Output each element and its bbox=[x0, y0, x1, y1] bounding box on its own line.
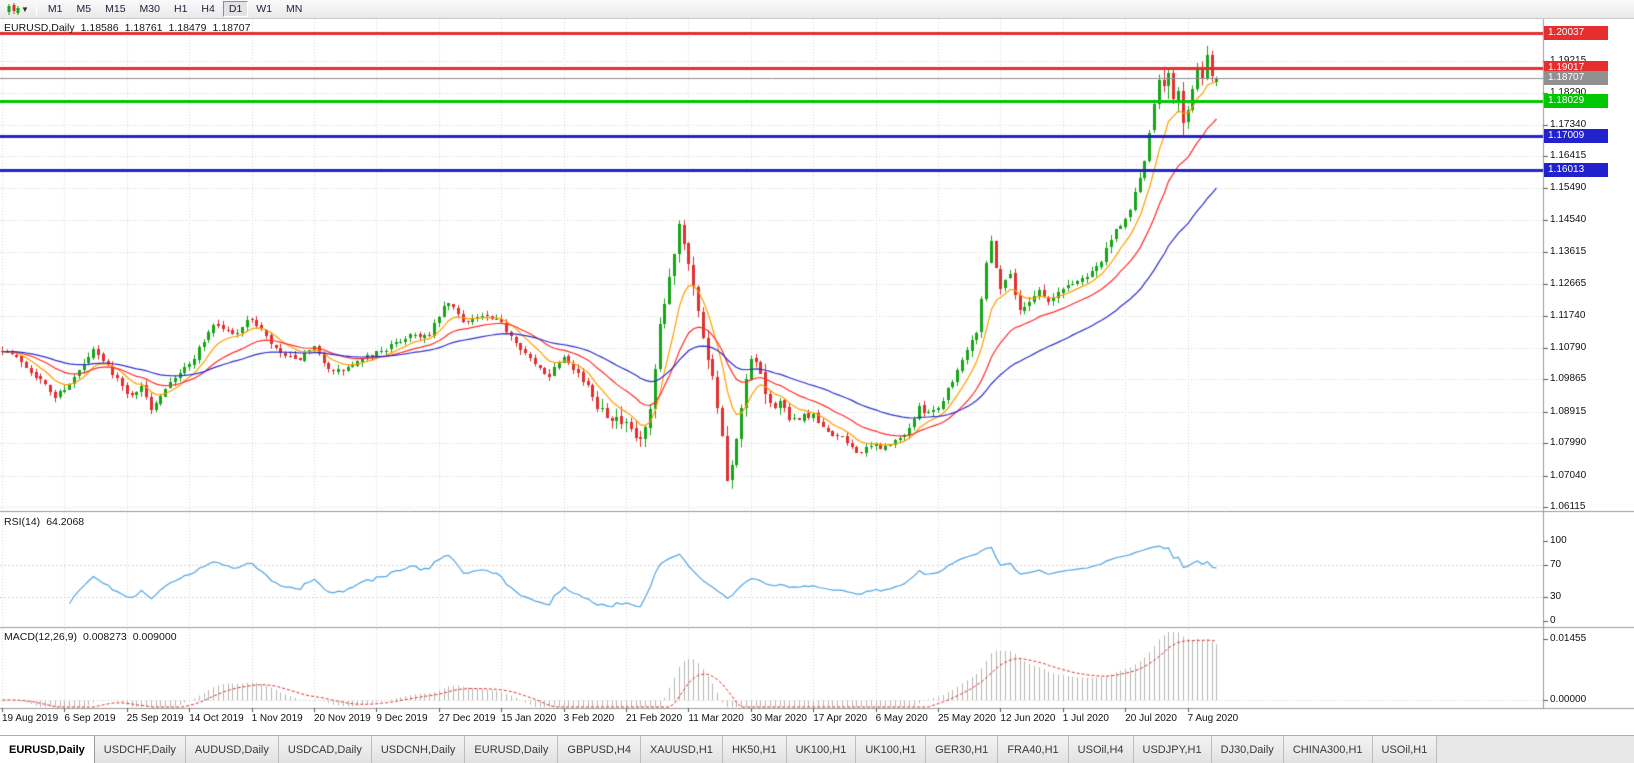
tf-button-mn[interactable]: MN bbox=[286, 3, 303, 15]
tf-button-h4[interactable]: H4 bbox=[201, 3, 215, 15]
chart-window: EURUSD,Daily 1.18586 1.18761 1.18479 1.1… bbox=[0, 19, 1634, 735]
tab-ger30-h1[interactable]: GER30,H1 bbox=[926, 736, 999, 763]
tab-audusd-daily[interactable]: AUDUSD,Daily bbox=[185, 736, 279, 763]
tab-china300-h1[interactable]: CHINA300,H1 bbox=[1283, 736, 1373, 763]
timeframe-toolbar: ▼ M1 M5 M15 M30 H1 H4 D1 W1 MN bbox=[0, 0, 1634, 19]
tab-usdcad-daily[interactable]: USDCAD,Daily bbox=[278, 736, 372, 763]
candlestick-chart-icon bbox=[7, 2, 20, 15]
tab-usdjpy-h1[interactable]: USDJPY,H1 bbox=[1133, 736, 1212, 763]
toolbar-separator bbox=[35, 2, 37, 16]
tab-uk100-h1[interactable]: UK100,H1 bbox=[786, 736, 857, 763]
tab-xauusd-h1[interactable]: XAUUSD,H1 bbox=[640, 736, 723, 763]
tab-uk100-h1[interactable]: UK100,H1 bbox=[856, 736, 927, 763]
tab-hk50-h1[interactable]: HK50,H1 bbox=[722, 736, 787, 763]
tf-button-d1[interactable]: D1 bbox=[222, 1, 249, 17]
tab-usoil-h1[interactable]: USOil,H1 bbox=[1372, 736, 1438, 763]
price-chart-canvas[interactable] bbox=[0, 19, 1634, 735]
tf-button-w1[interactable]: W1 bbox=[256, 3, 273, 15]
tab-eurusd-daily[interactable]: EURUSD,Daily bbox=[0, 736, 95, 763]
tab-usoil-h4[interactable]: USOil,H4 bbox=[1068, 736, 1134, 763]
tf-button-m5[interactable]: M5 bbox=[76, 3, 92, 15]
tf-button-m30[interactable]: M30 bbox=[139, 3, 160, 15]
tab-eurusd-daily[interactable]: EURUSD,Daily bbox=[465, 736, 559, 763]
chevron-down-icon: ▼ bbox=[21, 4, 29, 14]
tab-gbpusd-h4[interactable]: GBPUSD,H4 bbox=[558, 736, 641, 763]
tab-dj30-daily[interactable]: DJ30,Daily bbox=[1211, 736, 1284, 763]
chart-type-selector[interactable]: ▼ bbox=[3, 1, 32, 18]
timeframe-buttons: M1 M5 M15 M30 H1 H4 D1 W1 MN bbox=[41, 1, 309, 17]
tab-usdcnh-daily[interactable]: USDCNH,Daily bbox=[371, 736, 466, 763]
chart-tabs: EURUSD,Daily USDCHF,Daily AUDUSD,Daily USDC… bbox=[0, 735, 1634, 763]
tf-button-h1[interactable]: H1 bbox=[173, 3, 188, 15]
tf-button-m1[interactable]: M1 bbox=[47, 3, 63, 15]
tf-button-m15[interactable]: M15 bbox=[105, 3, 126, 15]
tab-usdchf-daily[interactable]: USDCHF,Daily bbox=[94, 736, 186, 763]
tab-fra40-h1[interactable]: FRA40,H1 bbox=[998, 736, 1069, 763]
